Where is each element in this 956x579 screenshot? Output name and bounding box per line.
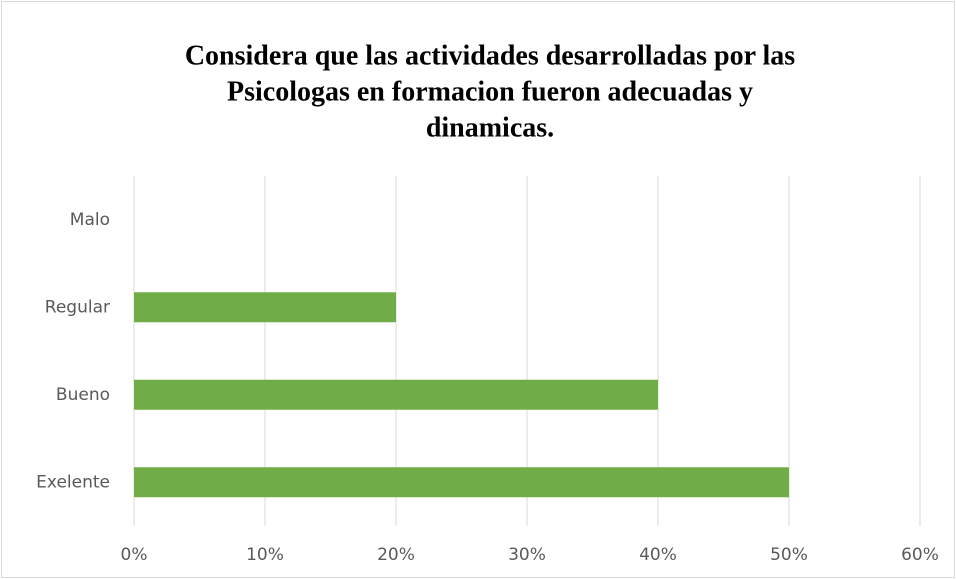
x-tick-label: 40% [639,545,677,565]
chart-title: Considera que las actividades desarrolla… [185,40,795,71]
bar [134,379,658,410]
x-tick-label: 20% [377,545,415,565]
chart-title: Psicologas en formacion fueron adecuadas… [227,76,753,107]
x-tick-label: 10% [246,545,284,565]
bar [134,292,396,323]
chart-title: dinamicas. [426,112,554,143]
x-tick-label: 30% [508,545,546,565]
bar [134,467,789,498]
y-tick-label: Bueno [56,385,110,405]
x-tick-label: 0% [121,545,148,565]
y-tick-label: Malo [70,210,110,230]
x-tick-label: 50% [770,545,808,565]
y-tick-label: Regular [45,297,110,317]
x-tick-label: 60% [901,545,939,565]
y-tick-label: Exelente [36,472,110,492]
